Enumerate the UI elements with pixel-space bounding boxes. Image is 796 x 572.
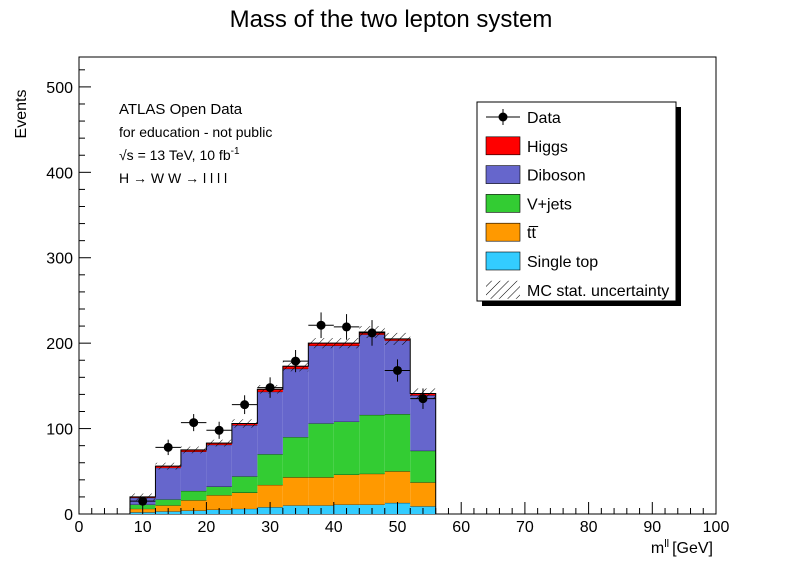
data-point-7 xyxy=(316,320,326,330)
annotation-energy: √s = 13 TeV, 10 fb-1 xyxy=(119,146,240,163)
legend-label-0: Data xyxy=(527,110,561,127)
legend-marker-dot xyxy=(498,112,508,122)
annotation-education: for education - not public xyxy=(119,124,272,140)
legend-swatch-1 xyxy=(485,136,521,156)
stack-outline xyxy=(129,331,437,514)
bar-diboson-2 xyxy=(180,451,207,491)
x-tick-label-60: 60 xyxy=(452,519,470,536)
legend-label-6: MC stat. uncertainty xyxy=(527,283,669,300)
bar-tt-6 xyxy=(282,477,309,506)
x-tick-label-100: 100 xyxy=(703,519,730,536)
annotation-process-c: l xyxy=(206,170,213,186)
annotation-process-e: l xyxy=(220,170,227,186)
data-points xyxy=(129,312,436,506)
legend-label-1: Higgs xyxy=(527,139,568,156)
stack-outline-path xyxy=(129,331,437,514)
bar-vjets-7 xyxy=(308,423,334,478)
bar-vjets-11 xyxy=(410,450,436,483)
data-point-11 xyxy=(418,394,428,404)
bar-tt-11 xyxy=(410,482,436,507)
legend-swatch-4 xyxy=(485,222,521,242)
bar-tt-2 xyxy=(180,500,207,511)
x-axis-label-main: m xyxy=(651,540,664,557)
bar-tt-9 xyxy=(359,473,385,505)
data-point-8 xyxy=(342,322,352,332)
x-axis-label: mll [GeV] xyxy=(651,538,713,557)
x-tick-label-10: 10 xyxy=(134,519,152,536)
bar-vjets-10 xyxy=(384,414,411,472)
data-point-2 xyxy=(189,418,199,428)
annotation-atlas: ATLAS Open Data xyxy=(119,101,243,118)
x-tick-label-40: 40 xyxy=(325,519,343,536)
legend-swatch-2 xyxy=(485,165,521,184)
annotation-energy-main: √s = 13 TeV, 10 fb xyxy=(119,147,231,163)
x-tick-label-70: 70 xyxy=(516,519,534,536)
x-tick-label-80: 80 xyxy=(580,519,598,536)
annotation-process-a: H → W W xyxy=(119,170,182,186)
bar-vjets-2 xyxy=(180,490,207,501)
bar-tt-5 xyxy=(257,484,283,508)
bar-tt-7 xyxy=(308,477,334,506)
x-axis-label-unit: [GeV] xyxy=(672,540,713,557)
legend-swatch-5 xyxy=(485,251,521,271)
bar-diboson-1 xyxy=(155,467,181,500)
data-point-10 xyxy=(393,365,402,375)
y-tick-label-0: 0 xyxy=(64,507,73,524)
legend-label-4: tt̅ xyxy=(527,225,538,242)
x-tick-label-20: 20 xyxy=(198,519,216,536)
bar-diboson-6 xyxy=(282,368,309,438)
y-tick-label-100: 100 xyxy=(46,422,73,439)
bar-diboson-3 xyxy=(206,444,232,487)
annotation-process-b: → l xyxy=(181,170,206,186)
bar-diboson-4 xyxy=(231,425,258,477)
data-point-5 xyxy=(265,383,275,393)
bar-vjets-6 xyxy=(282,437,309,478)
y-tick-label-300: 300 xyxy=(46,251,73,268)
y-tick-label-200: 200 xyxy=(46,336,73,353)
bar-tt-8 xyxy=(333,474,360,505)
legend-label-2: Diboson xyxy=(527,168,586,185)
legend-label-5: Single top xyxy=(527,254,598,271)
bar-diboson-8 xyxy=(333,345,360,422)
data-point-1 xyxy=(163,442,173,452)
annotation-energy-sup: -1 xyxy=(231,146,240,157)
bar-diboson-7 xyxy=(308,345,334,424)
chart-title: Mass of the two lepton system xyxy=(230,6,553,33)
bar-vjets-9 xyxy=(359,414,385,474)
x-tick-label-50: 50 xyxy=(389,519,407,536)
bar-vjets-3 xyxy=(206,486,232,496)
bar-vjets-1 xyxy=(155,499,181,506)
bar-vjets-4 xyxy=(231,476,258,493)
y-tick-label-500: 500 xyxy=(46,80,73,97)
axes: 0 10 20 30 40 50 60 70 80 90 100 0 100 200 300 400 500 xyxy=(46,69,730,536)
bar-diboson-9 xyxy=(359,334,385,415)
legend-label-3: V+jets xyxy=(527,196,572,213)
bar-diboson-5 xyxy=(257,391,283,455)
bar-tt-10 xyxy=(384,471,411,503)
y-axis-label: Events xyxy=(13,90,30,139)
legend-swatch-3 xyxy=(485,194,521,213)
annotation-process-d: l xyxy=(213,170,220,186)
x-tick-label-30: 30 xyxy=(261,519,279,536)
legend-entries: Data Higgs Diboson V+jets tt̅ Single top MC st… xyxy=(485,109,669,300)
x-axis-label-sup: ll xyxy=(664,538,669,550)
x-tick-label-90: 90 xyxy=(643,519,661,536)
data-point-9 xyxy=(367,328,377,338)
bar-tt-4 xyxy=(231,492,258,509)
x-tick-label-0: 0 xyxy=(75,519,84,536)
legend-swatch-hatch xyxy=(486,280,520,299)
bar-tt-3 xyxy=(206,495,232,510)
bar-vjets-5 xyxy=(257,454,283,485)
data-point-3 xyxy=(214,425,224,435)
legend: Data Higgs Diboson V+jets tt̅ Single top MC st… xyxy=(476,101,681,306)
data-point-4 xyxy=(240,400,250,410)
annotation-process: H → W W → l l l l xyxy=(119,170,227,186)
data-point-0 xyxy=(138,496,148,506)
data-point-6 xyxy=(291,356,301,366)
bar-vjets-8 xyxy=(333,421,360,475)
y-tick-label-400: 400 xyxy=(46,165,73,182)
